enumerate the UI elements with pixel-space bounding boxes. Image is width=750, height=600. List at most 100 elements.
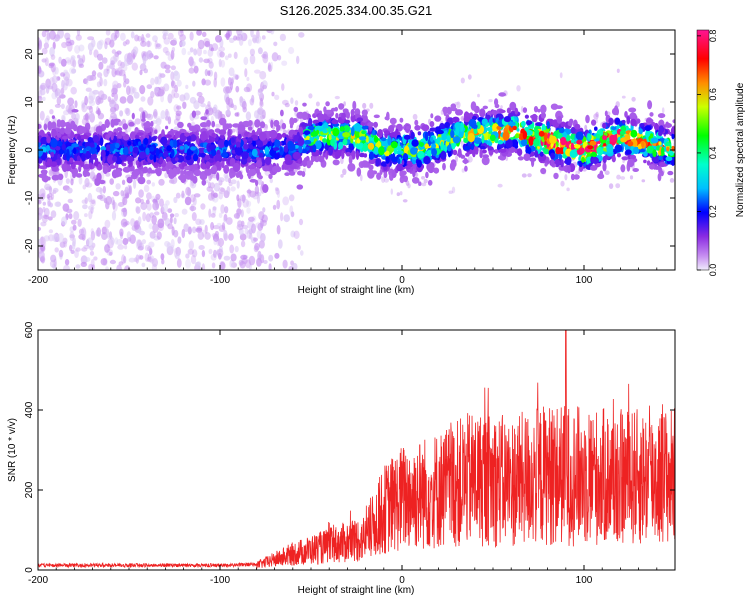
spectrogram-cell <box>40 136 48 145</box>
spectrogram-cell <box>142 211 147 222</box>
spectrogram-cell <box>149 154 154 160</box>
spectrogram-cell <box>238 37 244 46</box>
spectrogram-cell <box>42 240 47 248</box>
spectrogram-cell <box>99 76 103 87</box>
spectrogram-cell <box>165 50 171 56</box>
spectrogram-cell <box>210 222 215 231</box>
spectrogram-cell <box>90 258 95 268</box>
spectrogram-cell <box>315 101 320 107</box>
spectrogram-cell <box>177 121 184 129</box>
spectrogram-cell <box>259 114 266 120</box>
spectrogram-cell <box>122 146 129 156</box>
spectrogram-cell <box>616 174 621 180</box>
spectrogram-cell <box>68 213 73 220</box>
spectrogram-cell <box>417 150 425 159</box>
spectrogram-cell <box>560 180 565 187</box>
spectrogram-cell <box>467 141 471 146</box>
spectrogram-cell <box>257 140 263 148</box>
spectrogram-cell <box>51 128 57 137</box>
spectrogram-cell <box>256 194 261 204</box>
spectrogram-cell <box>573 174 580 180</box>
spectrogram-cell <box>179 145 185 150</box>
spectrogram-cell <box>141 118 146 122</box>
spectrogram-cell <box>292 151 301 160</box>
spectrogram-cell <box>143 184 150 193</box>
spectrogram-cell <box>50 210 57 219</box>
spectrogram-cell <box>585 114 590 124</box>
spectrogram-cell <box>38 65 42 74</box>
spectrogram-cell <box>503 116 511 123</box>
spectrogram-cell <box>670 126 675 135</box>
spectrogram-cell <box>367 169 375 179</box>
spectrogram-cell <box>85 150 92 159</box>
spectrogram-cell <box>620 176 626 180</box>
spectrogram-cell <box>49 202 53 208</box>
spectrogram-cell <box>66 59 71 65</box>
spectrogram-cell <box>665 156 673 162</box>
spectrogram-cell <box>171 89 176 99</box>
y-tick-label: 20 <box>24 48 35 60</box>
spectrogram-cell <box>249 178 257 183</box>
spectrogram-cell <box>72 59 77 68</box>
spectrogram-cell <box>75 264 81 269</box>
spectrogram-cell <box>122 123 128 130</box>
spectrogram-cell <box>172 37 177 45</box>
spectrogram-cell <box>100 146 107 152</box>
spectrogram-cell <box>287 140 294 148</box>
spectrogram-cell <box>276 224 281 235</box>
spectrogram-cell <box>109 99 117 109</box>
spectrogram-cell <box>130 31 135 39</box>
spectrogram-cell <box>507 121 516 127</box>
spectrogram-cell <box>180 30 184 34</box>
spectrogram-cell <box>220 187 226 193</box>
spectrogram-cell <box>131 112 135 120</box>
spectrogram-cell <box>198 245 205 250</box>
spectrogram-cell <box>463 137 469 144</box>
spectrogram-cell <box>64 76 70 86</box>
spectrogram-cell <box>647 100 653 110</box>
spectrogram-cell <box>237 170 242 177</box>
spectrogram-cell <box>52 263 56 269</box>
spectrogram-cell <box>349 145 355 151</box>
spectrogram-cell <box>243 143 249 150</box>
spectrogram-cell <box>257 47 263 55</box>
spectrogram-cell <box>201 179 207 186</box>
spectrogram-cell <box>117 66 123 77</box>
spectrogram-cell <box>213 249 217 258</box>
spectrogram-cell <box>244 228 249 235</box>
spectrogram-cell <box>231 137 235 144</box>
spectrogram-cell <box>211 233 218 238</box>
spectrogram-cell <box>514 107 519 115</box>
spectrogram-cell <box>191 110 197 118</box>
spectrogram-cell <box>38 173 46 178</box>
spectrogram-cell <box>411 139 419 147</box>
spectrogram-cell <box>576 139 583 145</box>
spectrogram-cell <box>277 54 282 61</box>
spectrogram-cell <box>225 217 233 225</box>
spectrogram-cell <box>290 211 295 218</box>
spectrogram-cell <box>294 100 299 106</box>
spectrogram-cell <box>193 163 198 169</box>
spectrogram-cell <box>614 117 621 125</box>
spectrogram-cell <box>324 144 330 150</box>
spectrogram-cell <box>481 156 490 166</box>
spectrogram-cell <box>149 255 155 264</box>
spectrogram-cell <box>97 53 103 61</box>
spectrogram-cell <box>530 123 534 128</box>
spectrogram-cell <box>381 137 387 142</box>
spectrogram-cell <box>122 207 127 217</box>
spectrogram-cell <box>621 156 629 161</box>
spectrogram-cell <box>399 170 405 178</box>
spectrogram-cell <box>637 143 643 150</box>
spectrogram-cell <box>257 177 262 186</box>
spectrogram-cell <box>122 166 131 173</box>
spectrogram-cell <box>262 184 269 193</box>
spectrogram-cell <box>174 213 179 218</box>
spectrogram-cell <box>180 40 186 47</box>
spectrogram-cell <box>345 151 351 157</box>
spectrogram-cell <box>106 68 110 74</box>
spectrogram-cell <box>327 126 331 133</box>
spectrogram-cell <box>281 122 287 130</box>
spectrogram-cell <box>272 204 277 210</box>
x-tick-label: -100 <box>210 575 230 586</box>
